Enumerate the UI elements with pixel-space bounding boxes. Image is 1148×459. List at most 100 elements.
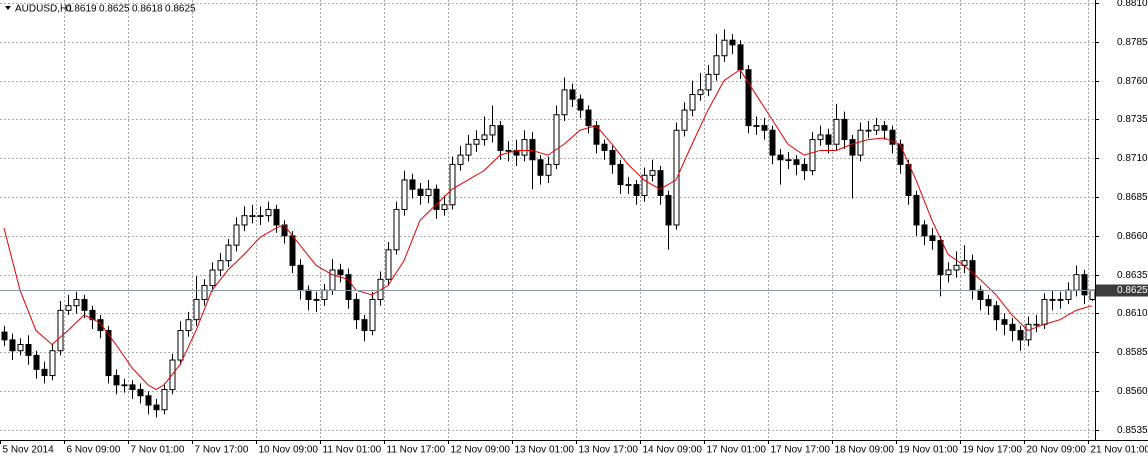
candle-body [321, 289, 328, 300]
candle-body [713, 55, 720, 75]
candle-body [297, 264, 304, 291]
header-close: 0.8625 [165, 4, 196, 15]
candle-body [505, 149, 512, 152]
y-tick-label: 0.8760 [1117, 76, 1148, 87]
header-low: 0.8618 [132, 4, 163, 15]
x-tick-label: 12 Nov 09:00 [451, 445, 511, 456]
candle-body [425, 188, 432, 196]
candle-body [601, 143, 608, 151]
y-tick-label: 0.8785 [1117, 37, 1148, 48]
candle-body [881, 125, 888, 131]
candle-body [993, 305, 1000, 321]
candle-body [921, 224, 928, 237]
candle-body [873, 125, 880, 131]
x-tick-label: 7 Nov 01:00 [131, 445, 185, 456]
candle-body [1073, 274, 1080, 291]
y-tick-label: 0.8535 [1117, 425, 1148, 436]
candle-body [633, 184, 640, 196]
candle-body [1089, 289, 1096, 300]
candle-body [769, 129, 776, 156]
candle-body [105, 330, 112, 377]
candle-body [681, 109, 688, 131]
candle-body [1065, 289, 1072, 300]
candle-body [777, 154, 784, 161]
candle-body [625, 184, 632, 186]
candle-body [865, 129, 872, 132]
header-open: 0.8619 [66, 4, 97, 15]
candle-body [697, 89, 704, 96]
candle-body [481, 134, 488, 141]
candle-body [569, 89, 576, 100]
candle-body [329, 269, 336, 291]
candle-body [833, 118, 840, 145]
candle-body [33, 354, 40, 370]
candle-body [553, 114, 560, 165]
candle-body [537, 159, 544, 176]
candle-body [497, 125, 504, 151]
x-tick-label: 11 Nov 01:00 [323, 445, 382, 456]
x-tick-label: 13 Nov 17:00 [579, 445, 639, 456]
candle-body [113, 375, 120, 386]
candle-body [305, 289, 312, 300]
candle-body [729, 39, 736, 46]
candle-body [585, 109, 592, 127]
candle-body [945, 269, 952, 276]
marks [0, 29, 1096, 418]
candle-body [1017, 330, 1024, 341]
candle-body [441, 204, 448, 210]
y-tick-label: 0.8585 [1117, 347, 1148, 358]
header: AUDUSD,H1 0.8619 0.8625 0.8618 0.8625 [5, 4, 196, 15]
candle-body [937, 239, 944, 276]
candle-body [905, 163, 912, 196]
candle-body [1049, 298, 1056, 301]
y-tick-label: 0.8685 [1117, 192, 1148, 203]
candle-body [161, 389, 168, 411]
candle-body [617, 163, 624, 186]
candle-body [281, 224, 288, 237]
x-tick-label: 7 Nov 17:00 [195, 445, 249, 456]
candle-body [193, 298, 200, 321]
candle-body [25, 344, 32, 356]
x-tick-label: 14 Nov 09:00 [643, 445, 703, 456]
candle-body [561, 89, 568, 116]
y-tick-label: 0.8735 [1117, 114, 1148, 125]
x-tick-label: 10 Nov 09:00 [259, 445, 319, 456]
candle-body [401, 179, 408, 210]
candle-body [353, 298, 360, 321]
candle-body [41, 368, 48, 377]
candle-body [185, 319, 192, 332]
candle-body [233, 224, 240, 246]
candle-body [137, 389, 144, 397]
candle-body [81, 298, 88, 311]
y-tick-label: 0.8635 [1117, 270, 1148, 281]
candle-body [249, 215, 256, 217]
candle-body [1025, 323, 1032, 341]
candle-body [897, 143, 904, 165]
candle-body [1001, 319, 1008, 325]
candle-body [889, 129, 896, 145]
candle-body [9, 339, 16, 352]
candle-body [457, 154, 464, 165]
candle-body [953, 264, 960, 271]
candle-body [817, 134, 824, 141]
candle-body [289, 235, 296, 266]
candle-body [1041, 298, 1048, 325]
candle-body [1, 331, 8, 341]
candle-body [489, 125, 496, 136]
x-tick-label: 19 Nov 17:00 [963, 445, 1023, 456]
candle-body [369, 298, 376, 332]
candle-body [17, 344, 24, 352]
candle-body [1009, 323, 1016, 332]
candle-body [97, 319, 104, 332]
candle-body [177, 330, 184, 361]
candle-body [969, 260, 976, 291]
y-tick-label: 0.8610 [1117, 308, 1148, 319]
x-tick-label: 6 Nov 09:00 [67, 445, 121, 456]
candle-body [145, 395, 152, 406]
candle-body [809, 139, 816, 172]
candle-body [1033, 323, 1040, 326]
candle-body [649, 170, 656, 176]
candle-body [577, 98, 584, 111]
candle-body [825, 134, 832, 145]
